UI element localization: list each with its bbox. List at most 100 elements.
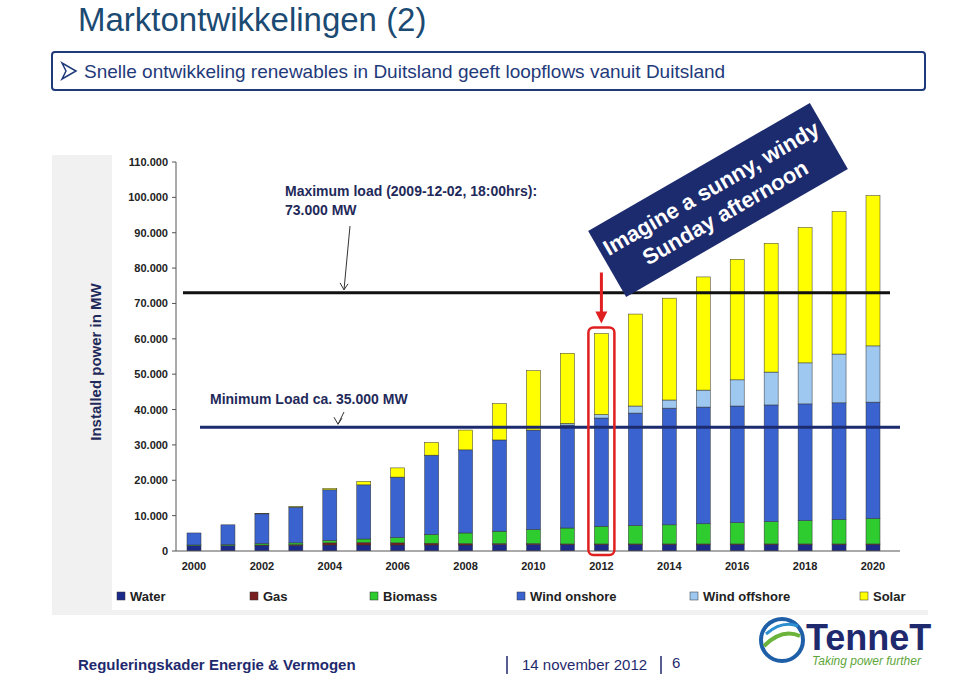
bar-segment (798, 363, 812, 404)
legend-swatch (860, 592, 868, 600)
x-tick-label: 2000 (182, 560, 206, 572)
legend-swatch (250, 592, 258, 600)
bar-segment (323, 540, 337, 542)
bar-segment (730, 380, 744, 406)
reference-label: Maximum load (2009-12-02, 18:00hrs): (285, 183, 537, 199)
bar-segment (493, 545, 507, 551)
y-tick (172, 162, 176, 163)
x-tick-label: 2014 (657, 560, 682, 572)
bar-segment (425, 442, 439, 455)
reference-label: Minimum Load ca. 35.000 MW (210, 391, 408, 407)
bar-segment (798, 545, 812, 551)
bar-segment (730, 259, 744, 380)
bar-segment (764, 405, 778, 522)
logo-name: TenneT (806, 617, 931, 658)
bar-segment (628, 413, 642, 525)
y-tick (172, 232, 176, 233)
footer-separator (660, 656, 662, 674)
y-tick-label: 50.000 (134, 368, 168, 380)
bar-segment (662, 298, 676, 400)
y-axis-label: Installed power in MW (87, 282, 104, 440)
bar-segment (866, 545, 880, 551)
bar-segment (560, 423, 574, 425)
bar-segment (255, 513, 269, 514)
bar-segment (764, 522, 778, 544)
chart-panel (52, 155, 928, 615)
y-tick-label: 80.000 (134, 262, 168, 274)
logo-swoosh (764, 634, 800, 646)
bar-segment (527, 371, 541, 430)
bar-segment (187, 546, 201, 551)
bar-segment (391, 477, 405, 537)
bar-segment (832, 403, 846, 520)
legend-swatch (117, 592, 125, 600)
highlight-arrow-head (595, 312, 607, 324)
page-number: 6 (672, 654, 680, 671)
bar-segment (730, 545, 744, 551)
x-tick-label: 2012 (589, 560, 613, 572)
bar-segment (764, 545, 778, 551)
reference-arrow (344, 226, 350, 290)
x-tick-label: 2018 (793, 560, 817, 572)
bullet-box (52, 52, 925, 90)
callout-box (588, 103, 848, 297)
bars (187, 196, 880, 551)
bar-segment (425, 543, 439, 545)
y-tick (172, 303, 176, 304)
legend-swatch (690, 592, 698, 600)
bar-segment (357, 485, 371, 539)
bar-segment (391, 545, 405, 551)
footer-text: Reguleringskader Energie & Vermogen (78, 656, 356, 673)
bar-segment (628, 526, 642, 544)
bar-segment (662, 525, 676, 544)
bar-segment (866, 196, 880, 346)
y-tick-label: 10.000 (134, 510, 168, 522)
bar-segment (832, 520, 846, 544)
bar-segment (255, 544, 269, 545)
bar-segment (357, 545, 371, 551)
bar-segment (628, 406, 642, 413)
bar-segment (493, 440, 507, 531)
bar-segment (221, 545, 235, 546)
x-tick-label: 2006 (385, 560, 409, 572)
logo: TenneTTaking power further (761, 617, 931, 668)
bar-segment (560, 353, 574, 423)
bar-segment (527, 545, 541, 551)
bar-segment (527, 529, 541, 543)
legend-label: Wind offshore (703, 589, 790, 604)
bar-segment (425, 545, 439, 551)
bar-segment (696, 390, 710, 407)
bar-segment (832, 354, 846, 403)
legend-label: Water (130, 589, 166, 604)
footer-date: 14 november 2012 (522, 656, 647, 673)
legend-label: Solar (873, 589, 906, 604)
bar-segment (594, 526, 608, 544)
bar-segment (391, 468, 405, 477)
bar-segment (662, 400, 676, 408)
reference-lines: Maximum load (2009-12-02, 18:00hrs):73.0… (183, 183, 900, 427)
bar-segment (628, 545, 642, 551)
bar-segment (493, 531, 507, 543)
x-tick-label: 2010 (521, 560, 545, 572)
bar-segment (696, 545, 710, 551)
bar-segment (289, 507, 303, 543)
bar-segment (221, 524, 235, 525)
bar-segment (187, 533, 201, 545)
bar-segment (221, 525, 235, 545)
y-tick (172, 338, 176, 339)
bar-segment (696, 524, 710, 544)
x-tick-label: 2004 (318, 560, 343, 572)
legend-swatch (370, 592, 378, 600)
bar-segment (391, 543, 405, 545)
bar-segment (187, 532, 201, 533)
bar-segment (255, 545, 269, 551)
slide-title: Marktontwikkelingen (2) (78, 1, 426, 38)
bar-segment (798, 404, 812, 521)
reference-line (183, 291, 890, 294)
bar-segment (187, 532, 201, 533)
y-tick-label: 60.000 (134, 333, 168, 345)
bar-segment (323, 490, 337, 541)
y-tick (172, 197, 176, 198)
bar-segment (323, 488, 337, 489)
bar-segment (221, 546, 235, 551)
